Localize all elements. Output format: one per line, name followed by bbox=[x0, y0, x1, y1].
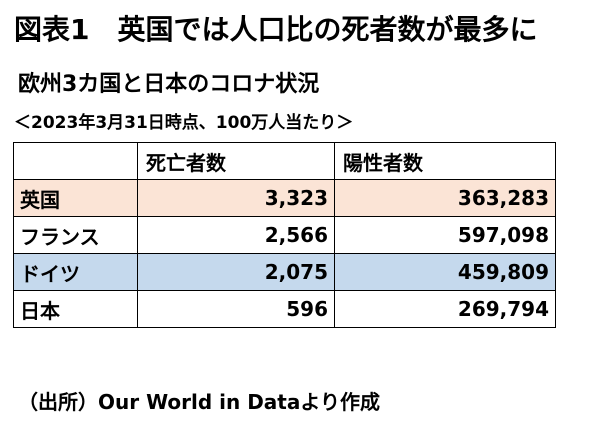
header-deaths: 死亡者数 bbox=[137, 142, 335, 180]
cases-cell: 363,283 bbox=[334, 179, 556, 217]
date-caption: ＜2023年3月31日時点、100万人当たり＞ bbox=[14, 113, 354, 133]
table-row-france: フランス 2,566 597,098 bbox=[13, 216, 556, 254]
table-header-row: 死亡者数 陽性者数 bbox=[13, 142, 556, 180]
table-row-germany: ドイツ 2,075 459,809 bbox=[13, 253, 556, 291]
cases-cell: 597,098 bbox=[334, 216, 556, 254]
table-row-uk: 英国 3,323 363,283 bbox=[13, 179, 556, 217]
country-cell: 日本 bbox=[13, 290, 138, 328]
table-row-japan: 日本 596 269,794 bbox=[13, 290, 556, 328]
page-title: 図表1 英国では人口比の死者数が最多に bbox=[14, 13, 538, 46]
cases-cell: 459,809 bbox=[334, 253, 556, 291]
country-cell: 英国 bbox=[13, 179, 138, 217]
covid-stats-table: 死亡者数 陽性者数 英国 3,323 363,283 フランス 2,566 59… bbox=[13, 142, 556, 328]
deaths-cell: 2,566 bbox=[137, 216, 335, 254]
deaths-cell: 3,323 bbox=[137, 179, 335, 217]
country-cell: ドイツ bbox=[13, 253, 138, 291]
deaths-cell: 2,075 bbox=[137, 253, 335, 291]
subtitle: 欧州3カ国と日本のコロナ状況 bbox=[18, 72, 320, 97]
header-cases: 陽性者数 bbox=[334, 142, 556, 180]
source-note: （出所）Our World in Dataより作成 bbox=[18, 390, 380, 414]
header-blank bbox=[13, 142, 138, 180]
country-cell: フランス bbox=[13, 216, 138, 254]
cases-cell: 269,794 bbox=[334, 290, 556, 328]
deaths-cell: 596 bbox=[137, 290, 335, 328]
